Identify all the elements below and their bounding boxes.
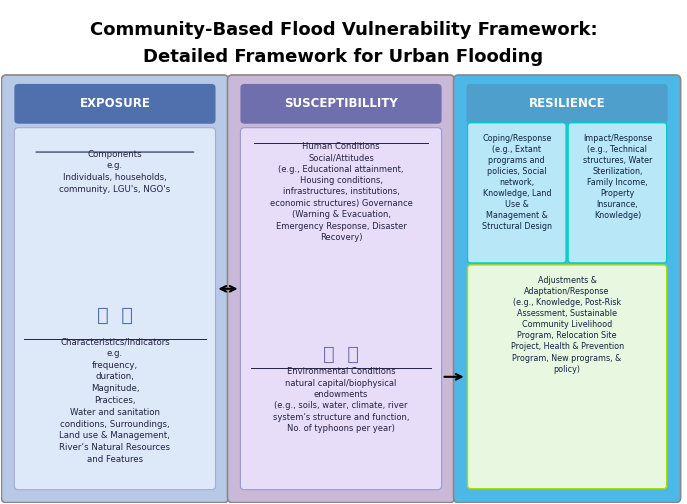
Text: Impact/Response
(e.g., Technical
structures, Water
Sterilization,
Family Income,: Impact/Response (e.g., Technical structu…: [583, 134, 652, 220]
Text: RESILIENCE: RESILIENCE: [529, 97, 605, 110]
Text: ⎙  ⎘: ⎙ ⎘: [323, 345, 359, 364]
Text: Human Conditions
Social/Attitudes
(e.g., Educational attainment,
Housing conditi: Human Conditions Social/Attitudes (e.g.,…: [269, 142, 412, 242]
Text: Adjustments &
Adaptation/Response
(e.g., Knowledge, Post-Risk
Assessment, Sustai: Adjustments & Adaptation/Response (e.g.,…: [510, 276, 624, 373]
FancyBboxPatch shape: [467, 265, 666, 489]
Text: ⎙  ⎘: ⎙ ⎘: [97, 306, 133, 325]
FancyBboxPatch shape: [14, 84, 216, 123]
Text: Characteristics/Indicators
e.g.
frequency,
duration,
Magnitude,
Practices,
Water: Characteristics/Indicators e.g. frequenc…: [60, 337, 170, 464]
FancyBboxPatch shape: [240, 128, 442, 490]
FancyBboxPatch shape: [467, 122, 566, 263]
FancyBboxPatch shape: [466, 84, 668, 123]
Text: Community-Based Flood Vulnerability Framework:: Community-Based Flood Vulnerability Fram…: [90, 21, 597, 39]
FancyBboxPatch shape: [1, 75, 229, 502]
FancyBboxPatch shape: [568, 122, 666, 263]
FancyBboxPatch shape: [14, 128, 216, 490]
Text: Coping/Response
(e.g., Extant
programs and
policies, Social
network,
Knowledge, : Coping/Response (e.g., Extant programs a…: [482, 134, 552, 231]
Text: Components
e.g.
Individuals, households,
community, LGU's, NGO's: Components e.g. Individuals, households,…: [59, 150, 170, 194]
FancyBboxPatch shape: [240, 84, 442, 123]
Text: SUSCEPTIBILLITY: SUSCEPTIBILLITY: [284, 97, 398, 110]
Text: EXPOSURE: EXPOSURE: [80, 97, 150, 110]
Text: Detailed Framework for Urban Flooding: Detailed Framework for Urban Flooding: [144, 48, 543, 66]
FancyBboxPatch shape: [453, 75, 681, 502]
Text: Environmental Conditions
natural capital/biophysical
endowments
(e.g., soils, wa: Environmental Conditions natural capital…: [273, 367, 409, 433]
FancyBboxPatch shape: [227, 75, 455, 502]
